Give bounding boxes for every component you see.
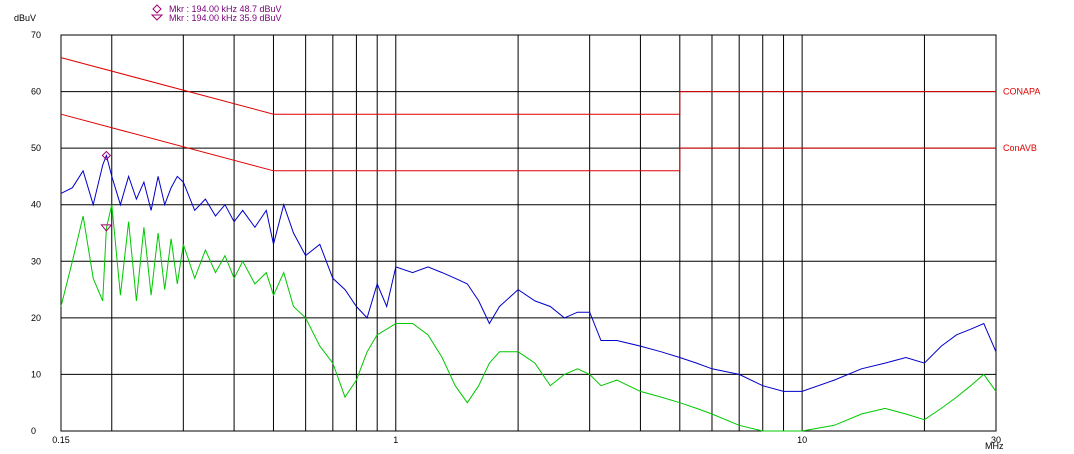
series-line-3 xyxy=(60,204,997,432)
y-tick-label: 10 xyxy=(31,369,41,379)
y-tick-label: 40 xyxy=(31,200,41,210)
marker-diamond-icon xyxy=(101,150,112,161)
x-axis-unit-label: MHz xyxy=(985,441,1004,451)
marker-readout: Mkr : 194.00 kHz 35.9 dBuV xyxy=(169,13,282,23)
series-line-0 xyxy=(60,57,996,115)
x-tick-label: 0.15 xyxy=(52,435,70,445)
x-tick-labels: 0.15 1 10 30 xyxy=(52,435,1001,445)
series-line-2 xyxy=(60,153,997,392)
y-tick-label: 30 xyxy=(31,256,41,266)
y-tick-label: 60 xyxy=(31,87,41,97)
marker-triangle-icon xyxy=(100,224,113,232)
legend-triangle-icon xyxy=(150,14,164,21)
markers xyxy=(100,150,113,232)
x-tick-label: 1 xyxy=(393,435,398,445)
y-tick-label: 50 xyxy=(31,143,41,153)
series-labels: CONAPA ConAVB xyxy=(1003,87,1040,154)
y-axis-label: dBuV xyxy=(14,13,36,23)
y-tick-label: 0 xyxy=(31,426,36,436)
x-tick-label: 10 xyxy=(797,435,807,445)
series-line-1 xyxy=(60,113,996,172)
x-tick-label: 30 xyxy=(991,435,1001,445)
legend-diamond-icon xyxy=(152,4,162,14)
series-label: ConAVB xyxy=(1003,143,1037,153)
y-tick-labels: 0 10 20 30 40 50 60 70 xyxy=(31,30,41,436)
y-tick-label: 20 xyxy=(31,313,41,323)
series-lines xyxy=(60,57,997,432)
y-tick-label: 70 xyxy=(31,30,41,40)
marker-readout: Mkr : 194.00 kHz 48.7 dBuV xyxy=(169,4,282,14)
series-label: CONAPA xyxy=(1003,87,1040,97)
grid xyxy=(60,34,997,432)
